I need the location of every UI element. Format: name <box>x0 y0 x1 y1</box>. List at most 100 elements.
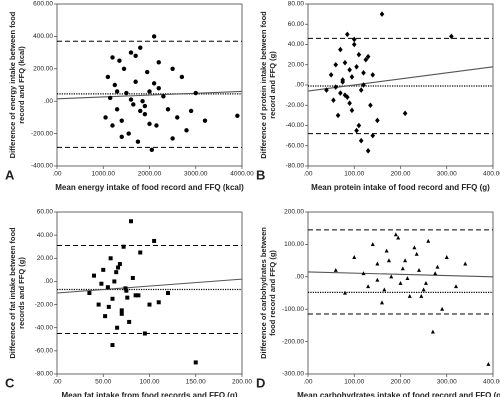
x-tick-label: 200.00 <box>232 379 252 386</box>
point <box>375 261 380 266</box>
point <box>384 248 389 253</box>
point <box>103 314 108 319</box>
x-axis-label: Mean energy intake of food record and FF… <box>55 183 244 192</box>
y-tick-label: -60.00 <box>35 348 54 355</box>
point <box>486 361 491 366</box>
y-tick-label: 60.00 <box>37 209 54 216</box>
plot-frame <box>307 211 494 375</box>
y-tick-label: 600.00 <box>33 1 53 8</box>
y-axis-label: food record and FFQ (g) <box>268 250 277 336</box>
point <box>121 244 126 249</box>
point <box>119 118 124 123</box>
point <box>110 343 115 348</box>
point <box>147 121 152 127</box>
y-tick-label: -20.00 <box>35 301 54 308</box>
point <box>433 271 438 276</box>
panel-label: A <box>5 167 15 182</box>
point <box>463 261 468 266</box>
y-tick-label: .00 <box>295 82 304 89</box>
point <box>116 265 121 270</box>
x-axis-label: Mean carbohydrates intake of food record… <box>297 391 500 397</box>
y-tick-label: -20.00 <box>286 102 305 109</box>
point <box>328 72 334 78</box>
x-axis-label: Mean protein intake of food record and F… <box>311 183 490 192</box>
point <box>142 111 148 117</box>
point <box>92 273 96 278</box>
point <box>421 287 426 292</box>
point <box>351 41 357 48</box>
point <box>430 329 435 334</box>
point <box>129 219 133 224</box>
point <box>108 256 113 261</box>
x-tick-label: 200.00 <box>391 379 411 386</box>
point <box>114 107 120 112</box>
point <box>386 258 391 263</box>
x-tick-label: 300.00 <box>437 379 457 386</box>
panel-label: B <box>256 167 265 182</box>
point <box>96 302 101 307</box>
point <box>417 268 421 272</box>
x-tick-label: 150.00 <box>186 379 206 386</box>
point <box>133 293 138 298</box>
y-tick-label: 200.00 <box>284 209 304 216</box>
point <box>151 81 157 86</box>
point <box>142 331 147 336</box>
point <box>128 50 134 55</box>
point <box>154 123 159 128</box>
point <box>382 287 387 292</box>
point <box>124 288 129 293</box>
regression-line <box>307 66 494 92</box>
point <box>193 360 198 365</box>
point <box>114 270 119 275</box>
point <box>426 238 431 243</box>
point <box>138 108 143 114</box>
point <box>365 53 371 60</box>
point <box>356 51 362 58</box>
point <box>407 293 412 298</box>
point <box>110 55 115 60</box>
point <box>106 304 111 309</box>
point <box>125 295 130 300</box>
point <box>101 267 106 272</box>
point <box>454 284 458 289</box>
point <box>140 99 145 104</box>
point <box>170 66 175 72</box>
point <box>368 102 373 109</box>
point <box>152 238 157 243</box>
point <box>147 89 152 94</box>
x-tick-label: 50.00 <box>95 379 112 386</box>
y-tick-label: -60.00 <box>286 142 305 149</box>
point <box>156 300 161 305</box>
y-tick-label: 60.00 <box>288 21 305 28</box>
y-tick-label: 400.00 <box>33 33 53 40</box>
x-tick-label: 3000.00 <box>184 171 208 178</box>
point <box>133 79 138 84</box>
y-axis-label: records and FFQ (g) <box>17 257 26 329</box>
point <box>112 279 117 284</box>
point <box>370 72 376 78</box>
regression-line <box>307 271 494 278</box>
point <box>107 95 113 101</box>
y-tick-label: 20.00 <box>37 255 54 262</box>
point <box>151 34 157 39</box>
point <box>119 134 124 140</box>
point <box>110 296 115 301</box>
y-tick-label: -40.00 <box>286 122 305 129</box>
point <box>184 128 189 133</box>
point <box>135 139 141 144</box>
y-tick-label: -80.00 <box>35 371 54 378</box>
regression-line <box>56 90 243 100</box>
point <box>333 61 339 68</box>
x-tick-label: .00 <box>52 171 61 178</box>
point <box>193 90 198 96</box>
x-tick-label: .00 <box>303 171 312 178</box>
point <box>112 82 118 88</box>
regression-line <box>56 278 243 294</box>
point <box>128 97 134 102</box>
x-tick-label: 400.00 <box>483 379 500 386</box>
point <box>338 90 343 96</box>
point <box>347 67 352 73</box>
point <box>105 285 110 290</box>
point <box>370 132 376 139</box>
point <box>444 255 449 259</box>
